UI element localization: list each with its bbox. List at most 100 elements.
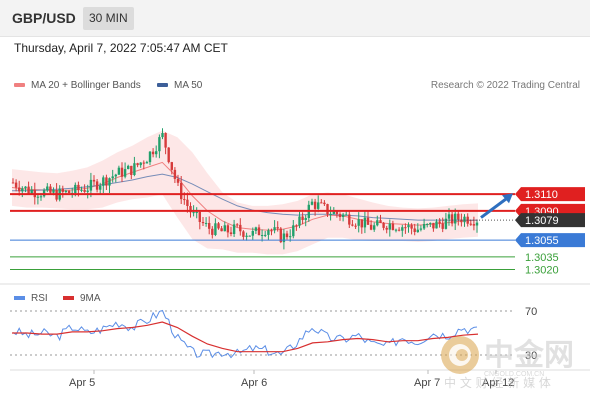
candle bbox=[164, 132, 167, 155]
x-tick-label: Apr 5 bbox=[69, 377, 96, 389]
candle-body bbox=[450, 214, 454, 224]
candle-body bbox=[444, 218, 448, 229]
candle bbox=[394, 228, 398, 233]
candle-body bbox=[354, 225, 357, 227]
candle bbox=[391, 220, 395, 231]
candle-body bbox=[105, 177, 108, 186]
candle bbox=[289, 229, 292, 242]
candle bbox=[457, 210, 460, 226]
candle bbox=[444, 212, 448, 230]
candle-body bbox=[264, 234, 267, 236]
candle bbox=[301, 212, 304, 225]
candle-body bbox=[435, 221, 438, 229]
copyright: Research © 2022 Trading Central bbox=[430, 80, 580, 91]
candle bbox=[407, 222, 410, 233]
x-tick-label: Apr 6 bbox=[241, 377, 268, 389]
candle bbox=[242, 230, 245, 241]
candle-body bbox=[80, 189, 83, 191]
rsi-tick-label: 30 bbox=[525, 350, 537, 362]
candle-body bbox=[236, 224, 239, 226]
candle bbox=[320, 199, 323, 204]
candle bbox=[102, 175, 105, 193]
candle bbox=[155, 145, 158, 158]
candle-body bbox=[472, 224, 476, 226]
candle-body bbox=[426, 224, 429, 225]
timeframe-badge[interactable]: 30 MIN bbox=[83, 7, 134, 30]
candle-body bbox=[86, 190, 89, 192]
candle-body bbox=[155, 151, 158, 155]
candle bbox=[120, 162, 124, 182]
forecast-arrow bbox=[480, 196, 509, 219]
candle-body bbox=[385, 227, 388, 230]
candle-body bbox=[360, 219, 363, 228]
candle-body bbox=[298, 216, 301, 226]
candle-body bbox=[366, 217, 370, 225]
rsi-ma-swatch bbox=[63, 296, 74, 301]
candle bbox=[80, 186, 83, 193]
candle-body bbox=[254, 227, 258, 231]
candle bbox=[167, 147, 170, 164]
candle bbox=[214, 218, 217, 237]
candle-body bbox=[245, 235, 248, 237]
candle-body bbox=[441, 223, 444, 229]
candle bbox=[105, 174, 108, 190]
candle-body bbox=[92, 179, 96, 182]
candle-body bbox=[335, 211, 339, 215]
candle bbox=[360, 219, 363, 234]
candle-body bbox=[260, 235, 264, 236]
candle-body bbox=[11, 182, 15, 184]
candle-body bbox=[180, 182, 183, 200]
candle bbox=[317, 195, 320, 213]
candle-body bbox=[133, 163, 136, 175]
candle bbox=[304, 215, 307, 227]
candle-body bbox=[438, 221, 441, 224]
candle-body bbox=[373, 225, 376, 230]
candle-body bbox=[413, 228, 416, 232]
candle-body bbox=[276, 227, 279, 229]
candle-body bbox=[292, 225, 295, 237]
candle bbox=[279, 227, 282, 244]
candle-body bbox=[204, 223, 208, 224]
candle bbox=[475, 220, 479, 233]
candle bbox=[226, 223, 230, 238]
price-tag bbox=[515, 213, 585, 228]
candle-body bbox=[273, 227, 276, 231]
candle bbox=[413, 223, 416, 236]
rsi-line bbox=[12, 309, 478, 359]
candle-body bbox=[30, 189, 33, 194]
candle bbox=[254, 226, 258, 234]
candle bbox=[46, 183, 49, 193]
candle-body bbox=[21, 188, 24, 192]
candle bbox=[36, 193, 40, 205]
candle bbox=[267, 228, 270, 241]
candle bbox=[24, 186, 27, 193]
candle bbox=[83, 184, 86, 193]
candle bbox=[86, 184, 89, 199]
candle bbox=[388, 219, 391, 237]
candle bbox=[450, 212, 454, 227]
candle-body bbox=[192, 212, 195, 214]
rsi-tick-label: 70 bbox=[525, 306, 537, 318]
candle bbox=[351, 219, 354, 227]
candle-body bbox=[248, 235, 251, 237]
candle-body bbox=[123, 169, 127, 177]
price-level-label: 1.3020 bbox=[525, 265, 559, 277]
candle-body bbox=[223, 225, 226, 232]
candle-body bbox=[158, 137, 161, 152]
candle-body bbox=[127, 165, 130, 169]
level-support: 1.3055 bbox=[10, 233, 585, 247]
candle-body bbox=[183, 199, 186, 201]
candle-body bbox=[410, 225, 413, 229]
candle-body bbox=[282, 233, 286, 243]
candle bbox=[111, 169, 114, 183]
candle-body bbox=[376, 220, 379, 226]
candle-body bbox=[463, 216, 466, 223]
price-tag-label: 1.3110 bbox=[525, 189, 558, 201]
candle bbox=[366, 210, 370, 225]
candle-body bbox=[270, 230, 273, 232]
legend-label-bollinger: MA 20 + Bollinger Bands bbox=[31, 80, 141, 91]
candle bbox=[245, 232, 248, 241]
candle-body bbox=[24, 186, 27, 189]
candle bbox=[376, 215, 379, 227]
candle bbox=[127, 164, 130, 170]
